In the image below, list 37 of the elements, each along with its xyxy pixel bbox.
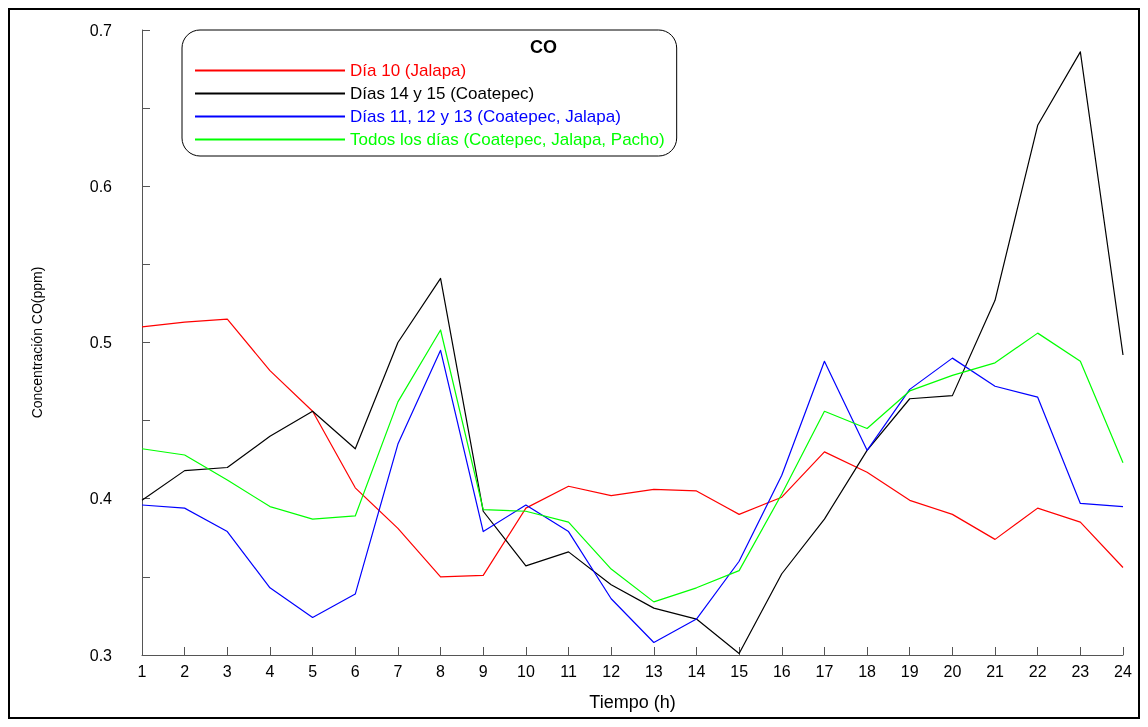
x-tick-label: 19 [900, 662, 919, 680]
x-tick-label: 8 [436, 662, 446, 680]
x-tick-label: 23 [1071, 662, 1090, 680]
text: Día 10 (Jalapa) [350, 61, 467, 80]
x-tick-label: 5 [308, 662, 318, 680]
x-tick-label: 16 [772, 662, 791, 680]
x-tick-label: 9 [478, 662, 488, 680]
x-tick-label: 11 [560, 662, 577, 680]
x-tick-label: 13 [644, 662, 663, 680]
text: Días 14 y 15 (Coatepec) [350, 84, 535, 103]
x-tick-label: 2 [180, 662, 190, 680]
y-tick-label: 0.6 [89, 177, 113, 195]
y-tick-label: 0.3 [89, 646, 113, 664]
y-tick-label: 0.7 [89, 21, 113, 39]
x-tick-label: 10 [516, 662, 535, 680]
x-tick-label: 3 [222, 662, 232, 680]
x-tick-label: 12 [602, 662, 621, 680]
x-axis-title: Tiempo (h) [589, 692, 676, 712]
x-tick-label: 22 [1028, 662, 1047, 680]
y-tick-label: 0.5 [89, 334, 113, 351]
x-tick-label: 21 [986, 662, 1005, 680]
x-tick-label: 7 [393, 662, 403, 680]
y-tick-label: 0.4 [89, 490, 113, 508]
x-tick-label: 18 [858, 662, 877, 680]
x-tick-label: 14 [687, 662, 706, 680]
x-tick-label: 4 [265, 662, 275, 680]
x-tick-label: 20 [943, 662, 962, 680]
x-tick-label: 6 [350, 662, 360, 680]
y-axis-title: Concentración CO(ppm) [29, 266, 45, 419]
legend-title: CO [530, 37, 557, 57]
x-tick-label: 15 [730, 662, 749, 680]
line-series [141, 349, 1124, 644]
text: Todos los días (Coatepec, Jalapa, Pacho) [350, 130, 665, 149]
x-tick-label: 17 [815, 662, 834, 680]
text: Días 11, 12 y 13 (Coatepec, Jalapa) [350, 107, 621, 126]
x-tick-label: 1 [137, 662, 147, 680]
x-tick-label: 24 [1114, 662, 1132, 680]
